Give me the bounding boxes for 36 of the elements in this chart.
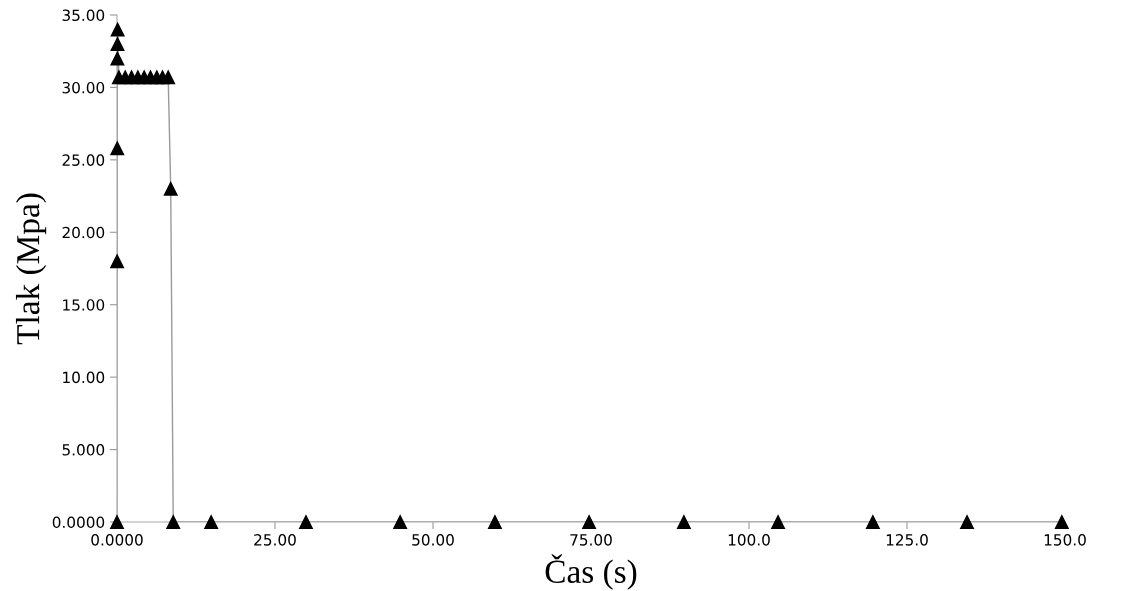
point [393,515,408,529]
y-tick-label: 5.000 [62,444,105,456]
point [163,181,178,196]
point [771,515,786,529]
point [110,515,124,529]
x-tick-label: 25.00 [254,534,296,546]
point [110,141,125,156]
point [865,515,880,529]
x-tick-label: 0.0000 [91,534,143,546]
y-tick-label: 0.0000 [52,516,105,529]
point [204,515,219,529]
y-tick-label: 15.00 [63,299,105,311]
point [960,515,974,529]
point [487,515,502,529]
point [582,515,597,529]
point [110,254,125,269]
x-tick-label: 150.0 [1044,534,1086,546]
point [110,51,125,66]
x-tick-label: 50.00 [412,534,454,546]
x-tick-label: 125.0 [886,534,928,546]
y-tick-label: 35.00 [62,9,105,22]
point [1054,515,1069,529]
y-tick-label: 30.00 [62,81,105,94]
point [166,515,181,529]
point [110,22,125,37]
point [676,515,691,529]
y-tick-label: 25.00 [62,154,105,166]
x-tick-label: 75.00 [570,534,612,546]
y-tick-label: 20.00 [62,226,105,239]
point [161,70,176,85]
point [110,37,125,51]
x-axis-title: Čas (s) [545,554,637,590]
y-tick-label: 10.00 [63,371,105,384]
y-axis-title: Tlak (Mpa) [15,193,47,345]
x-tick-label: 100.0 [728,534,770,546]
point [299,515,313,529]
